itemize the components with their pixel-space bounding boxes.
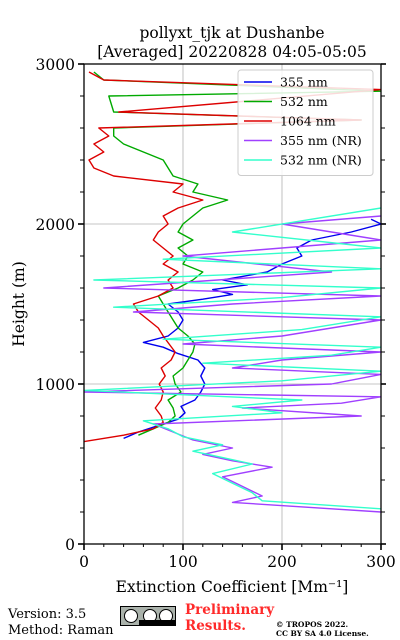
legend: 355 nm 532 nm 1064 nm 355 nm (NR) 532 nm (NR… — [237, 69, 374, 176]
cc-icon — [124, 609, 138, 623]
y-tick-label-3: 3000 — [36, 56, 75, 74]
method-text: Method: Raman — [8, 623, 114, 638]
preliminary-line1: Preliminary — [185, 602, 275, 618]
series-line-2 — [84, 71, 381, 443]
extinction-profile-chart: pollyxt_tjk at Dushanbe [Averaged] 20220… — [10, 24, 396, 596]
plot-frame — [83, 63, 382, 545]
cc-license-badge — [120, 606, 176, 626]
y-tick-label-2: 2000 — [36, 216, 75, 234]
x-tick-label-2: 200 — [267, 553, 297, 571]
preliminary-results-note: Preliminary Results. — [185, 602, 274, 634]
copyright-note: © TROPOS 2022. CC BY SA 4.0 License. — [276, 620, 369, 638]
chart-title: pollyxt_tjk at Dushanbe — [139, 24, 324, 42]
version-text: Version: 3.5 — [8, 607, 87, 622]
x-axis-label: Extinction Coefficient [Mm⁻¹] — [116, 578, 349, 596]
legend-label-0: 355 nm — [280, 75, 328, 90]
series-line-1 — [93, 71, 381, 436]
legend-label-4: 532 nm (NR) — [280, 153, 362, 168]
preliminary-line2: Results. — [185, 618, 246, 634]
series-lines — [84, 71, 381, 513]
series-line-4 — [84, 207, 381, 510]
x-tick-label-0: 0 — [79, 553, 89, 571]
x-tick-label-3: 300 — [366, 553, 396, 571]
copyright-line2: CC BY SA 4.0 License. — [276, 629, 369, 638]
legend-label-2: 1064 nm — [280, 114, 336, 129]
series-line-0 — [123, 218, 381, 440]
chart-subtitle: [Averaged] 20220828 04:05-05:05 — [97, 43, 367, 61]
legend-box — [237, 69, 374, 176]
y-tick-label-0: 0 — [65, 536, 75, 554]
y-axis-label: Height (m) — [10, 261, 28, 347]
legend-label-1: 532 nm — [280, 94, 328, 109]
y-tick-label-1: 1000 — [36, 376, 75, 394]
legend-label-3: 355 nm (NR) — [280, 133, 362, 148]
copyright-line1: © TROPOS 2022. — [276, 620, 349, 629]
x-tick-label-1: 100 — [168, 553, 198, 571]
cc-badge-strip — [139, 620, 175, 625]
